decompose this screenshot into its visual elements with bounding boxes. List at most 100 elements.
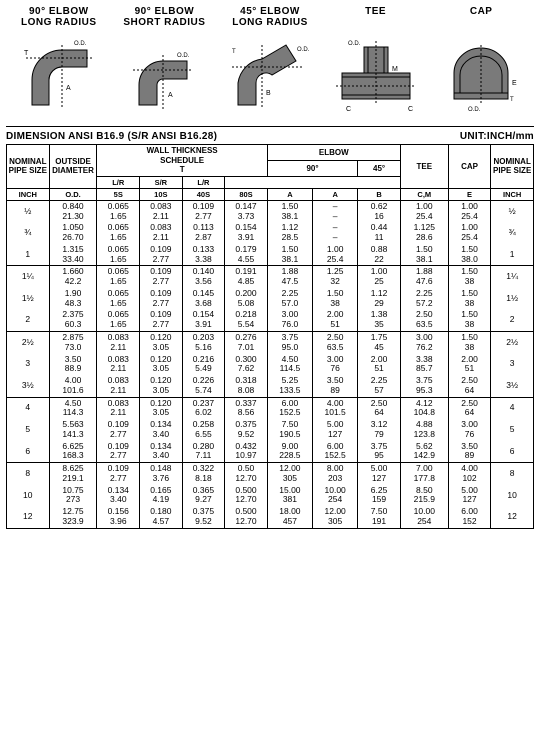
table-cell: 0.1804.57	[140, 506, 183, 528]
table-cell: 0.1403.56	[182, 266, 225, 288]
table-cell: 0.0651.65	[97, 266, 140, 288]
table-cell: 0.1473.73	[225, 200, 268, 222]
table-cell: 0.2035.16	[182, 331, 225, 353]
table-cell: 5.563141.3	[49, 419, 97, 441]
unit-label: UNIT:INCH/mm	[460, 131, 534, 142]
table-cell: 3.7595	[358, 441, 401, 463]
table-cell: 5	[7, 419, 50, 441]
table-cell: 3.0076	[448, 419, 491, 441]
svg-text:O.D.: O.D.	[297, 47, 310, 53]
table-cell: 1.0025.4	[448, 200, 491, 222]
hdr-80s: 80S	[225, 188, 268, 200]
table-cell: 2.2557.2	[400, 288, 448, 310]
table-cell: 1.5038	[448, 309, 491, 331]
hdr-od: OUTSIDEDIAMETER	[49, 145, 97, 189]
hdr-lr2: L/R	[182, 176, 225, 188]
diagram-title: 45° ELBOWLONG RADIUS	[217, 6, 323, 28]
table-cell: 1.1229	[358, 288, 401, 310]
table-cell: 6.00152.5	[267, 397, 312, 419]
table-cell: 1.5038	[448, 288, 491, 310]
table-cell: 0.3759.52	[225, 419, 268, 441]
table-cell: 0.0832.11	[97, 331, 140, 353]
table-row: 88.625219.10.1092.770.1483.760.3228.180.…	[7, 463, 534, 485]
table-cell: 0.1092.77	[97, 419, 140, 441]
table-cell: 0.1343.40	[140, 441, 183, 463]
table-cell: 1.9048.3	[49, 288, 97, 310]
table-cell: 1.5038	[448, 266, 491, 288]
table-cell: 0.1483.76	[140, 463, 183, 485]
table-cell: 0.4411	[358, 222, 401, 244]
table-cell: 5.00127	[358, 463, 401, 485]
hdr-e: E	[448, 188, 491, 200]
table-cell: 1½	[491, 288, 534, 310]
hdr-cm: C,M	[400, 188, 448, 200]
table-cell: 0.0651.65	[97, 309, 140, 331]
table-cell: 0.2807.11	[182, 441, 225, 463]
table-cell: 1.0025.4	[400, 200, 448, 222]
hdr-40s: 40S	[182, 188, 225, 200]
table-cell: 0.1092.77	[97, 463, 140, 485]
table-cell: 1.0025	[358, 266, 401, 288]
table-cell: 3	[7, 354, 50, 376]
table-cell: 2.5064	[358, 397, 401, 419]
diagram-title: 90° ELBOWLONG RADIUS	[6, 6, 112, 28]
table-cell: 0.0832.11	[140, 222, 183, 244]
table-row: 3½4.00101.60.0832.110.1203.050.2265.740.…	[7, 375, 534, 397]
hdr-odc: O.D.	[49, 188, 97, 200]
dimension-table: NOMINALPIPE SIZE OUTSIDEDIAMETER WALL TH…	[6, 144, 534, 529]
table-cell: 2	[491, 309, 534, 331]
table-cell: 1.66042.2	[49, 266, 97, 288]
table-cell: 0.0832.11	[97, 375, 140, 397]
table-cell: 2.0051	[358, 354, 401, 376]
hdr-elbow: ELBOW	[267, 145, 400, 161]
table-cell: 12	[7, 506, 50, 528]
diagram-title: 90° ELBOWSHORT RADIUS	[112, 6, 218, 28]
table-cell: 6	[7, 441, 50, 463]
table-cell: 2½	[7, 331, 50, 353]
table-cell: 4.00101.6	[49, 375, 97, 397]
table-cell: 0.0651.65	[97, 288, 140, 310]
table-cell: 4.00101.5	[313, 397, 358, 419]
table-cell: 0.5012.70	[225, 463, 268, 485]
table-cell: 3.7595.3	[400, 375, 448, 397]
table-cell: 0.0651.65	[97, 244, 140, 266]
table-cell: 4.50114.3	[49, 397, 97, 419]
table-cell: 3.0076	[313, 354, 358, 376]
table-cell: 0.1203.05	[140, 375, 183, 397]
table-cell: 0.0832.11	[97, 354, 140, 376]
table-cell: 3.1279	[358, 419, 401, 441]
table-cell: 0.1794.55	[225, 244, 268, 266]
table-cell: 3.3885.7	[400, 354, 448, 376]
table-cell: ¾	[491, 222, 534, 244]
table-cell: 3	[491, 354, 534, 376]
table-cell: 4.88123.8	[400, 419, 448, 441]
table-cell: ½	[491, 200, 534, 222]
table-cell: 0.50012.70	[225, 506, 268, 528]
table-row: 44.50114.30.0832.110.1203.050.2376.020.3…	[7, 397, 534, 419]
table-cell: 3½	[491, 375, 534, 397]
hdr-b: B	[358, 188, 401, 200]
table-cell: 2.5063.5	[313, 331, 358, 353]
table-cell: 6.25159	[358, 485, 401, 507]
table-row: 1212.75323.90.1563.960.1804.570.3759.520…	[7, 506, 534, 528]
hdr-tee: TEE	[400, 145, 448, 189]
table-cell: 0.2165.49	[182, 354, 225, 376]
table-cell: 0.2265.74	[182, 375, 225, 397]
table-cell: ––	[313, 222, 358, 244]
table-row: 1010.752730.1343.400.1654.190.3659.270.5…	[7, 485, 534, 507]
table-cell: 2½	[491, 331, 534, 353]
table-cell: 18.00457	[267, 506, 312, 528]
svg-text:M: M	[392, 66, 398, 73]
hdr-5s: 5S	[97, 188, 140, 200]
table-cell: 2.87573.0	[49, 331, 97, 353]
table-row: 1¼1.66042.20.0651.650.1092.770.1403.560.…	[7, 266, 534, 288]
diagram-cap: EO.D.T	[428, 35, 534, 115]
hdr-10s: 10S	[140, 188, 183, 200]
table-cell: 5	[491, 419, 534, 441]
table-cell: 10.75273	[49, 485, 97, 507]
table-cell: 1.8847.5	[267, 266, 312, 288]
table-cell: 1	[491, 244, 534, 266]
table-cell: 0.2185.54	[225, 309, 268, 331]
table-cell: 0.50012.70	[225, 485, 268, 507]
table-cell: ½	[7, 200, 50, 222]
